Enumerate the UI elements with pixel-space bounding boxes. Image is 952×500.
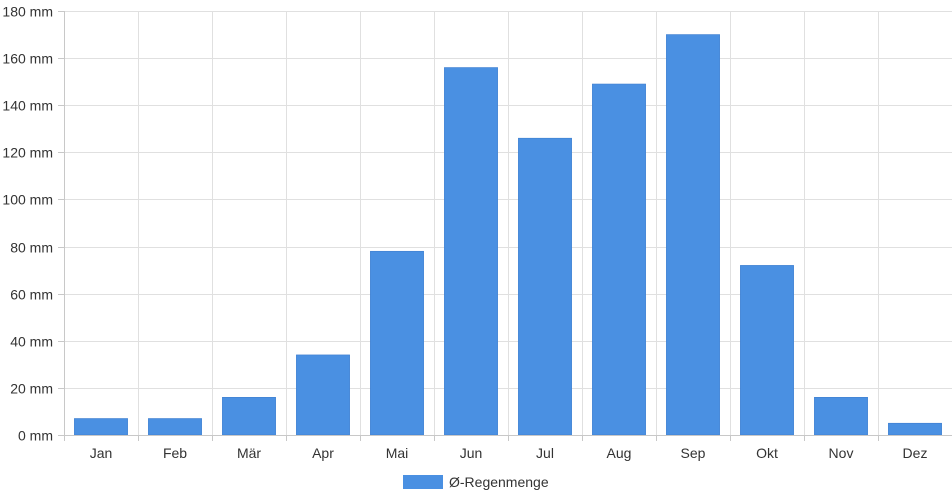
x-tick-label: Apr xyxy=(312,445,334,461)
y-tick-label: 180 mm xyxy=(2,4,53,20)
bar-mär[interactable] xyxy=(222,397,276,436)
y-tick-label: 160 mm xyxy=(2,51,53,67)
bar-jan[interactable] xyxy=(74,418,128,436)
grid-lines xyxy=(64,11,952,436)
x-tick-label: Jul xyxy=(536,445,554,461)
axes: 0 mm 20 mm 40 mm 60 mm 80 mm 100 mm 120 mm 140 … xyxy=(2,4,952,461)
x-tick-label: Dez xyxy=(903,445,928,461)
bar-mai[interactable] xyxy=(370,250,424,436)
x-tick-label: Mär xyxy=(237,445,261,461)
legend[interactable]: Ø-Regenmenge xyxy=(403,474,549,490)
x-tick-label: Aug xyxy=(607,445,632,461)
x-tick-label: Okt xyxy=(756,445,778,461)
y-tick-label: 80 mm xyxy=(10,240,53,256)
bar-okt[interactable] xyxy=(740,265,794,436)
x-tick-label: Nov xyxy=(829,445,854,461)
y-tick-label: 0 mm xyxy=(18,428,53,444)
bar-aug[interactable] xyxy=(592,83,646,436)
x-tick-label: Jan xyxy=(90,445,113,461)
bar-apr[interactable] xyxy=(296,354,350,436)
x-tick-label: Feb xyxy=(163,445,187,461)
x-tick-label: Sep xyxy=(681,445,706,461)
x-tick-label: Mai xyxy=(386,445,409,461)
bar-nov[interactable] xyxy=(814,397,868,436)
x-tick-label: Jun xyxy=(460,445,483,461)
bar-feb[interactable] xyxy=(148,418,202,436)
bar-sep[interactable] xyxy=(666,34,720,436)
bar-dez[interactable] xyxy=(888,422,942,436)
y-tick-label: 120 mm xyxy=(2,145,53,161)
y-tick-label: 100 mm xyxy=(2,192,53,208)
y-tick-label: 20 mm xyxy=(10,381,53,397)
bar-series xyxy=(74,34,942,436)
bar-jun[interactable] xyxy=(444,67,498,436)
y-tick-label: 40 mm xyxy=(10,334,53,350)
y-tick-label: 60 mm xyxy=(10,287,53,303)
legend-swatch[interactable] xyxy=(403,475,443,489)
legend-label: Ø-Regenmenge xyxy=(449,474,549,490)
bar-jul[interactable] xyxy=(518,137,572,436)
y-tick-label: 140 mm xyxy=(2,98,53,114)
